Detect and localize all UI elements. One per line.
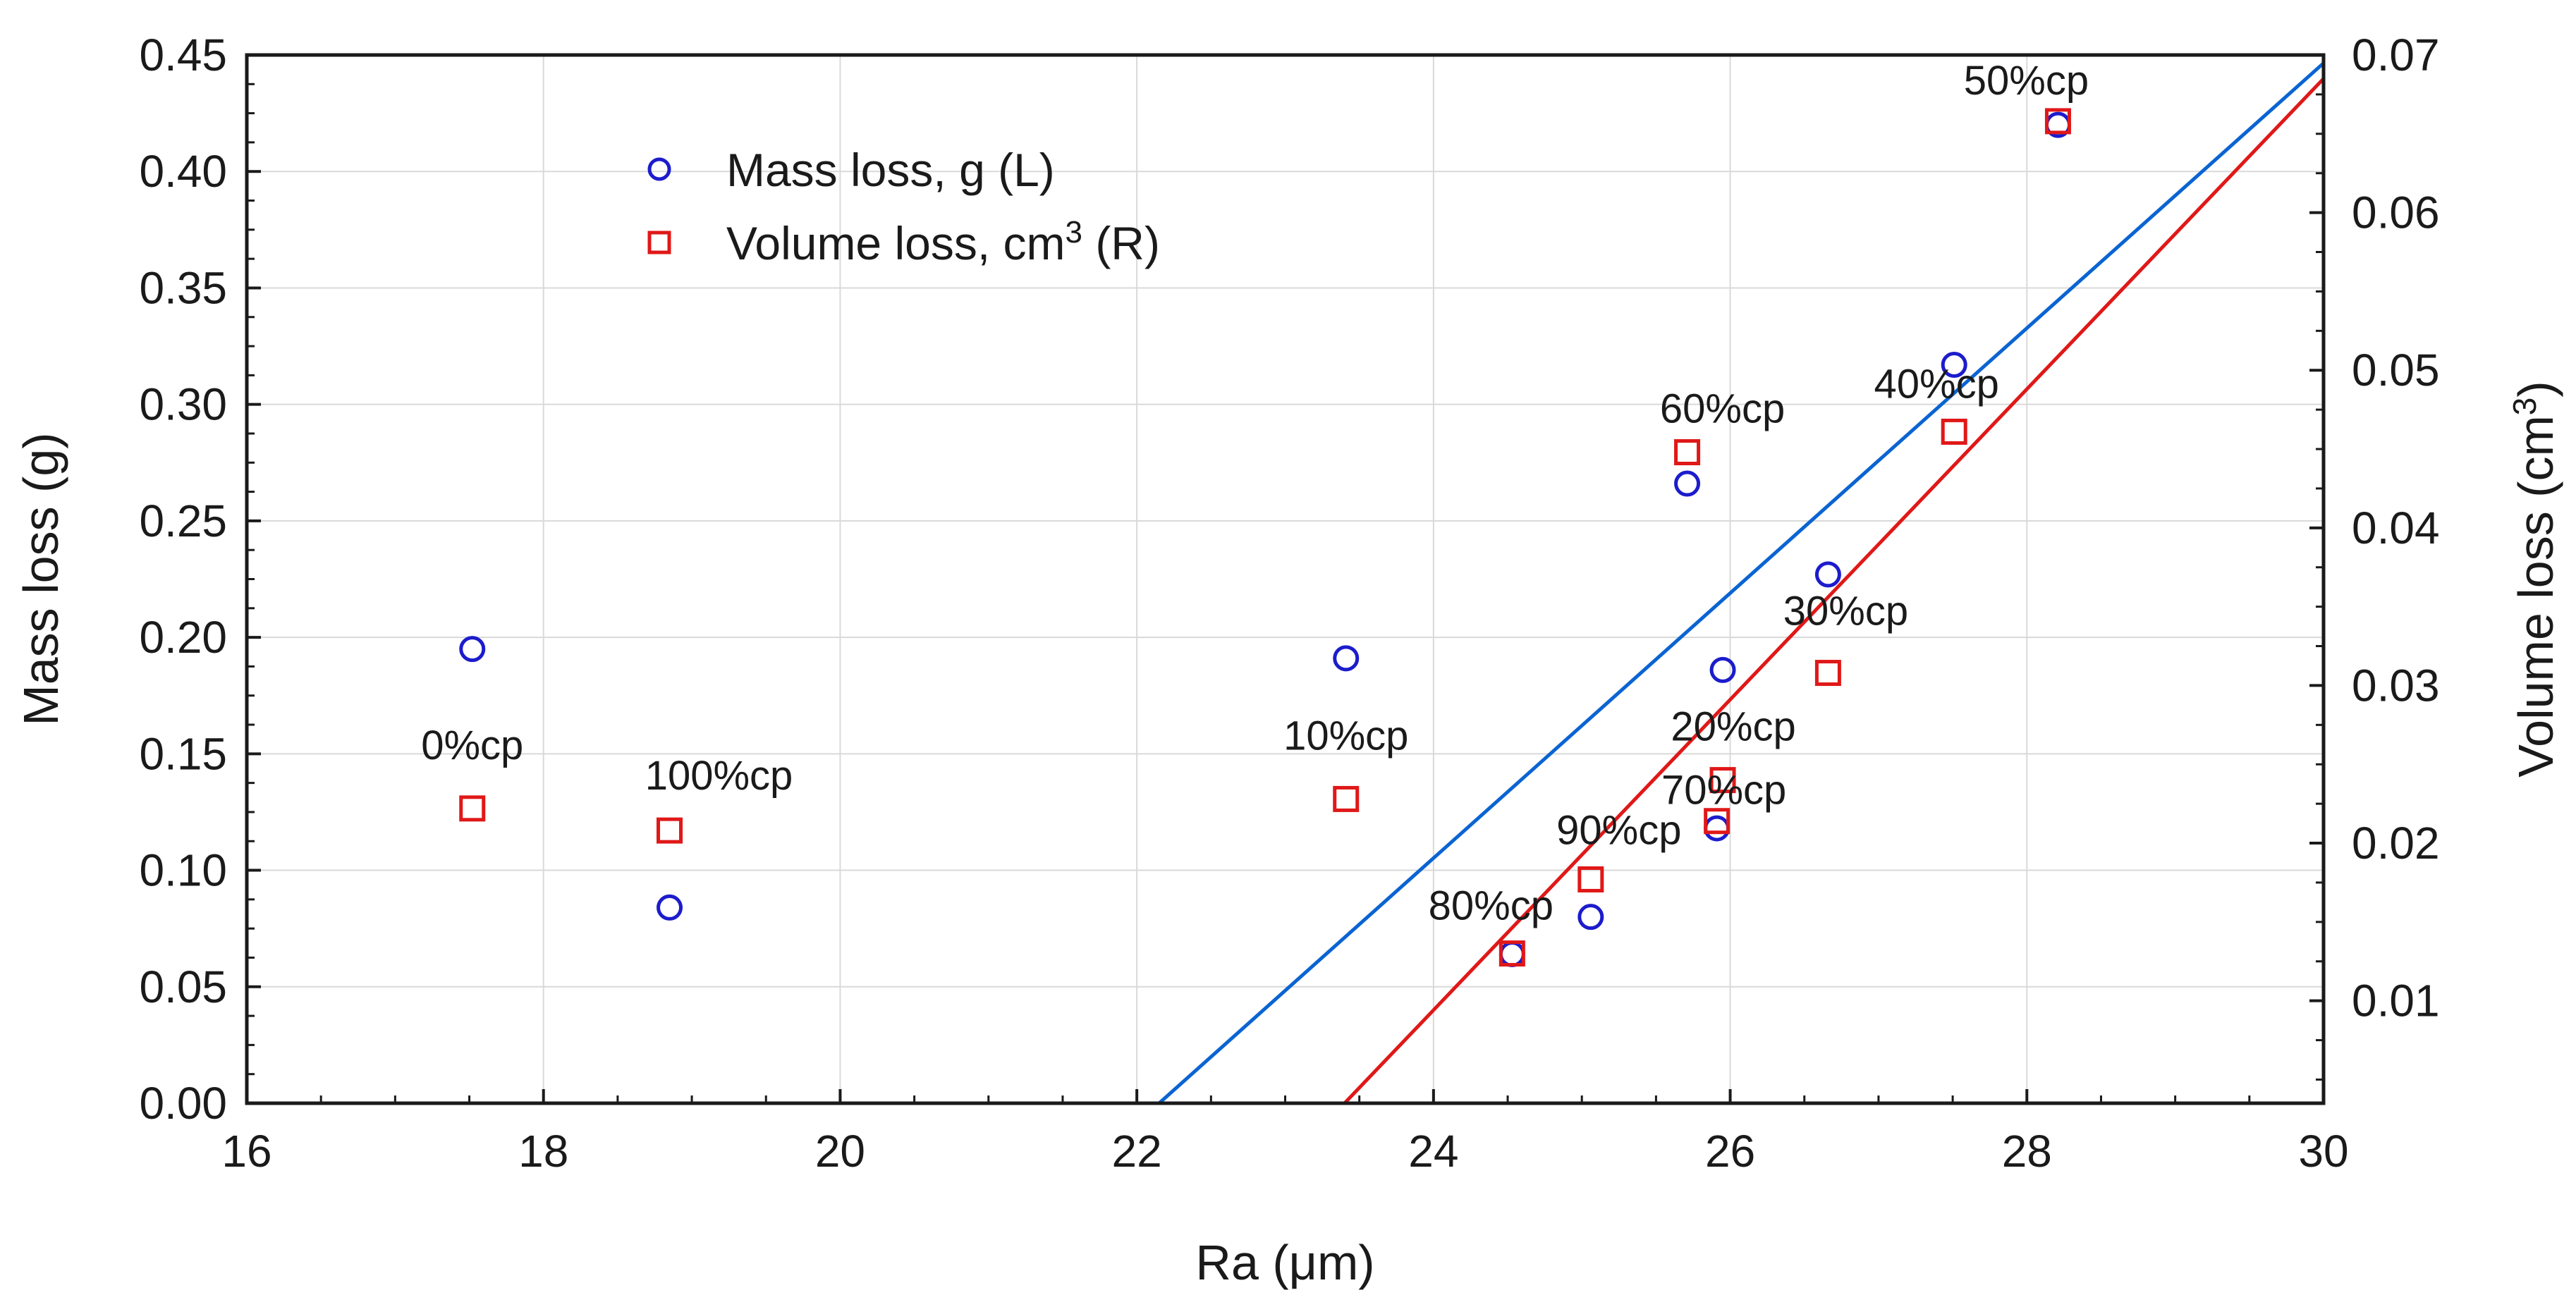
point-label: 0%cp (421, 723, 523, 768)
legend: Mass loss, g (L) Volume loss, cm3 (R) (647, 144, 1160, 269)
x-tick-label: 18 (518, 1126, 568, 1177)
y-right-tick-label: 0.04 (2352, 503, 2440, 553)
y-right-tick-label: 0.03 (2352, 660, 2440, 711)
mass-loss-point (1814, 561, 1841, 588)
legend-marker-mass-loss (647, 157, 671, 181)
point-label: 10%cp (1283, 713, 1408, 759)
y-right-tick-label: 0.02 (2352, 818, 2440, 868)
x-tick-label: 24 (1408, 1126, 1458, 1177)
legend-label-volume-loss-superscript: 3 (1066, 215, 1082, 250)
tick-marks (245, 54, 2325, 1105)
point-label: 50%cp (1964, 58, 2089, 104)
legend-label-mass-loss: Mass loss, g (L) (726, 144, 1055, 196)
volume-loss-point (1709, 767, 1736, 794)
fit-lines (1158, 61, 2325, 1105)
mass-loss-point (1709, 656, 1736, 683)
data-points (459, 108, 2071, 968)
volume-loss-point (1333, 785, 1360, 812)
y-right-tick-label: 0.07 (2352, 30, 2440, 80)
mass-loss-point (657, 894, 683, 921)
y-right-tick-label: 0.06 (2352, 188, 2440, 238)
point-label: 90%cp (1556, 807, 1681, 853)
mass-loss-point (1674, 470, 1701, 497)
x-tick-label: 30 (2298, 1126, 2348, 1177)
y-left-tick-label: 0.00 (139, 1078, 227, 1129)
point-label: 70%cp (1661, 768, 1786, 813)
legend-marker-volume-loss (647, 231, 671, 254)
y-right-tick-label: 0.01 (2352, 976, 2440, 1026)
y-left-tick-label: 0.35 (139, 262, 227, 313)
y-left-tick-label: 0.05 (139, 962, 227, 1012)
y-left-tick-label: 0.40 (139, 146, 227, 197)
volume-loss-point (1814, 660, 1841, 687)
y-left-axis-title: Mass loss (g) (13, 432, 68, 725)
y-right-axis-title: Volume loss (cm3) (2506, 381, 2563, 777)
y-left-tick-label: 0.10 (139, 845, 227, 896)
point-label: 80%cp (1429, 883, 1553, 929)
y-right-title-suffix: ) (2508, 381, 2563, 397)
x-tick-label: 16 (221, 1126, 271, 1177)
y-left-tick-label: 0.20 (139, 612, 227, 663)
x-tick-label: 22 (1112, 1126, 1162, 1177)
x-tick-label: 26 (1705, 1126, 1755, 1177)
point-label: 60%cp (1660, 386, 1785, 431)
mass-loss-point (1333, 645, 1360, 672)
point-label: 100%cp (645, 753, 793, 799)
volume-loss-point (1577, 866, 1604, 892)
volume-loss-point (1674, 438, 1701, 465)
volume-loss-point (1498, 940, 1525, 967)
volume-loss-point (657, 817, 683, 844)
point-label: 20%cp (1671, 704, 1795, 750)
point-label: 30%cp (1783, 589, 1908, 634)
mass-loss-point (459, 636, 486, 663)
mass-loss-point (1577, 904, 1604, 931)
volume-loss-fit-line (1343, 77, 2325, 1105)
volume-loss-point (1941, 418, 1967, 445)
tick-labels: 16 18 20 22 24 26 28 30 0.00 0.05 0.10 0.15 0.20 0.25… (139, 30, 2439, 1177)
volume-loss-point (459, 795, 486, 822)
y-left-tick-label: 0.30 (139, 379, 227, 430)
legend-label-volume-loss-prefix: Volume loss, cm (726, 217, 1066, 269)
y-left-tick-label: 0.25 (139, 496, 227, 546)
y-left-tick-label: 0.15 (139, 728, 227, 779)
y-left-tick-label: 0.45 (139, 30, 227, 80)
y-right-title-superscript: 3 (2506, 398, 2543, 416)
legend-label-mass-loss-text: Mass loss, g (L) (726, 144, 1055, 196)
volume-loss-point (1704, 808, 1730, 835)
volume-loss-point (2044, 108, 2071, 135)
x-tick-label: 20 (815, 1126, 865, 1177)
legend-label-volume-loss-suffix: (R) (1082, 217, 1160, 269)
mass-loss-fit-line (1158, 61, 2325, 1105)
x-axis-title: Ra (μm) (1195, 1235, 1374, 1290)
legend-label-volume-loss: Volume loss, cm3 (R) (726, 215, 1160, 269)
point-label: 40%cp (1874, 361, 1999, 407)
mass-loss-point (1941, 351, 1967, 378)
y-right-tick-label: 0.05 (2352, 345, 2440, 395)
y-right-title-prefix: Volume loss (cm (2508, 415, 2563, 777)
gridlines (247, 55, 2324, 1103)
x-tick-label: 28 (2002, 1126, 2052, 1177)
